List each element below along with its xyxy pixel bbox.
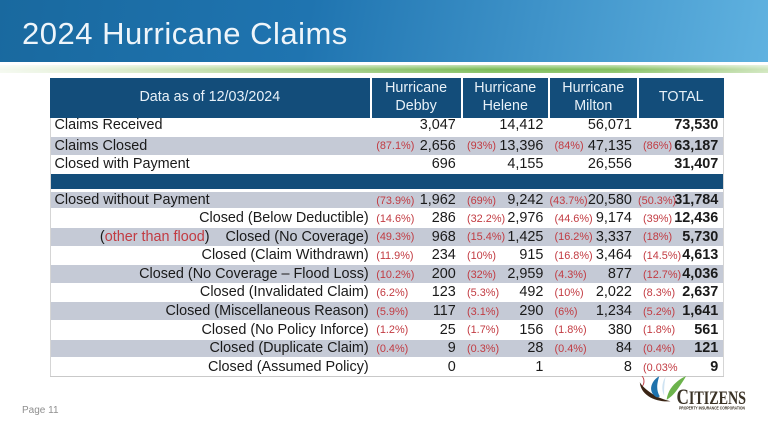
svg-text:PROPERTY INSURANCE CORPORATION: PROPERTY INSURANCE CORPORATION: [679, 406, 745, 411]
svg-text:CITIZENS: CITIZENS: [677, 384, 747, 409]
